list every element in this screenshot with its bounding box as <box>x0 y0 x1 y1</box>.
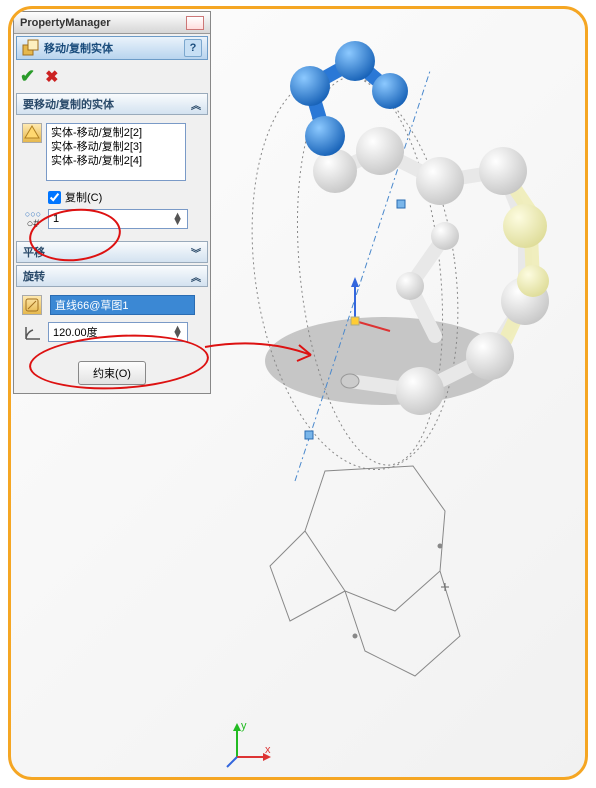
copy-count-input[interactable]: 1 ▲▼ <box>48 209 188 229</box>
chevron-up-icon: ︽ <box>191 269 201 284</box>
rotation-axis-value: 直线66@草图1 <box>55 297 129 313</box>
rotation-angle-value: 120.00度 <box>53 324 98 340</box>
spin-arrows-icon[interactable]: ▲▼ <box>172 326 183 338</box>
body-select-icon <box>22 123 42 143</box>
app-frame: y x PropertyManager 移动/复制实体 ? ✔ ✖ 要移动/复制… <box>8 6 588 780</box>
angle-icon <box>22 321 44 343</box>
move-copy-icon <box>22 39 40 57</box>
copy-checkbox[interactable] <box>48 191 61 204</box>
property-manager-panel: PropertyManager 移动/复制实体 ? ✔ ✖ 要移动/复制的实体 … <box>13 11 211 394</box>
view-orientation-triad: y x <box>225 719 275 769</box>
constraint-button[interactable]: 约束(O) <box>78 361 146 385</box>
bodies-section-title: 要移动/复制的实体 <box>23 96 114 112</box>
constraint-row: 约束(O) <box>14 349 210 393</box>
copy-label: 复制(C) <box>65 189 102 205</box>
rotation-axis-input[interactable]: 直线66@草图1 <box>50 295 195 315</box>
bodies-section-body: 实体-移动/复制2[2] 实体-移动/复制2[3] 实体-移动/复制2[4] 复… <box>16 117 208 235</box>
pattern-count-icon: ○○○ ○# <box>22 209 44 229</box>
rotate-section-header[interactable]: 旋转 ︽ <box>16 265 208 287</box>
cancel-icon[interactable]: ✖ <box>45 67 58 87</box>
rotate-section-title: 旋转 <box>23 268 45 284</box>
help-button[interactable]: ? <box>184 39 202 57</box>
pm-title: PropertyManager <box>20 17 110 29</box>
copy-count-row: ○○○ ○# 1 ▲▼ <box>22 209 202 229</box>
rotate-section-body: 直线66@草图1 120.00度 ▲▼ <box>16 289 208 349</box>
svg-text:y: y <box>241 720 247 732</box>
svg-text:x: x <box>265 744 271 756</box>
confirm-row: ✔ ✖ <box>14 62 210 91</box>
model-canvas <box>215 11 588 779</box>
pm-header: PropertyManager <box>14 12 210 34</box>
graphics-viewport[interactable]: y x <box>215 11 583 775</box>
pin-icon[interactable] <box>186 16 204 30</box>
list-item[interactable]: 实体-移动/复制2[4] <box>51 154 181 168</box>
feature-title: 移动/复制实体 <box>44 40 113 56</box>
bodies-listbox[interactable]: 实体-移动/复制2[2] 实体-移动/复制2[3] 实体-移动/复制2[4] <box>46 123 186 181</box>
copy-checkbox-row: 复制(C) <box>22 189 202 205</box>
rotation-angle-input[interactable]: 120.00度 ▲▼ <box>48 322 188 342</box>
translate-section-header[interactable]: 平移 ︾ <box>16 241 208 263</box>
translate-section-title: 平移 <box>23 244 45 260</box>
list-item[interactable]: 实体-移动/复制2[2] <box>51 126 181 140</box>
spin-arrows-icon[interactable]: ▲▼ <box>172 213 183 225</box>
chevron-up-icon: ︽ <box>191 97 201 112</box>
chevron-down-icon: ︾ <box>191 245 201 260</box>
feature-title-bar: 移动/复制实体 ? <box>16 36 208 60</box>
rotation-axis-row: 直线66@草图1 <box>22 295 202 315</box>
list-item[interactable]: 实体-移动/复制2[3] <box>51 140 181 154</box>
bodies-section-header[interactable]: 要移动/复制的实体 ︽ <box>16 93 208 115</box>
axis-select-icon <box>22 295 42 315</box>
rotation-angle-row: 120.00度 ▲▼ <box>22 321 202 343</box>
copy-count-value: 1 <box>53 213 59 225</box>
ok-icon[interactable]: ✔ <box>20 66 35 87</box>
